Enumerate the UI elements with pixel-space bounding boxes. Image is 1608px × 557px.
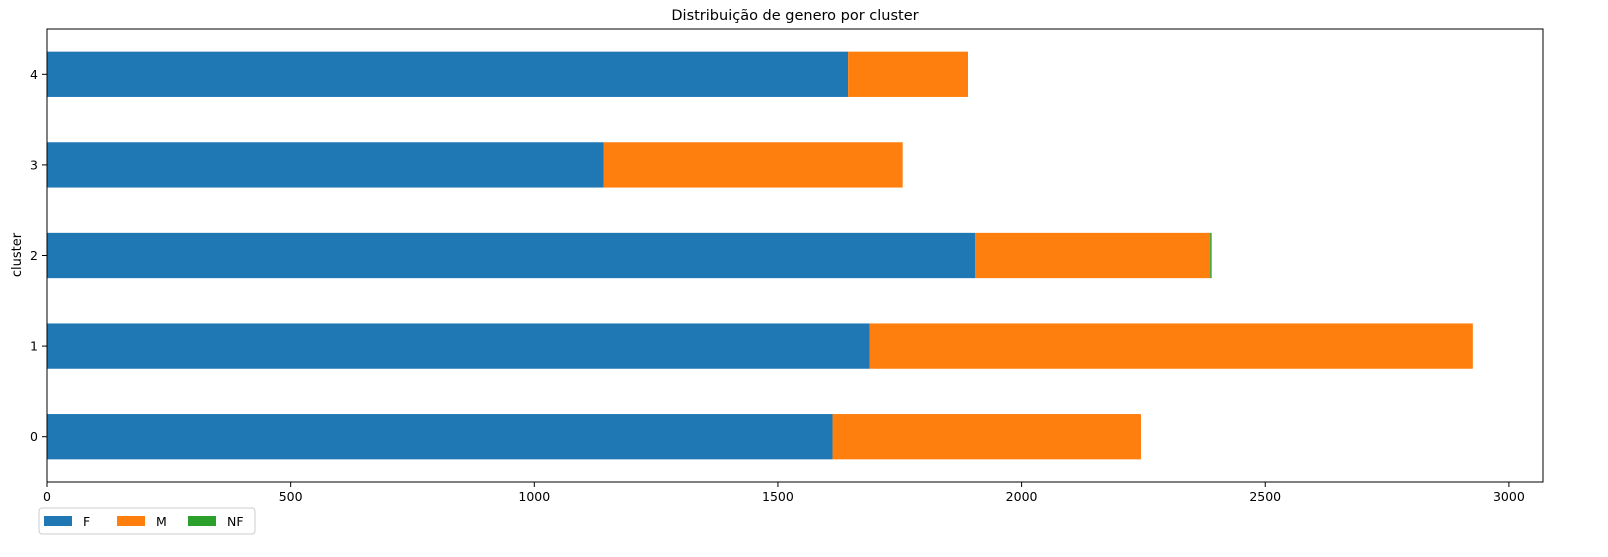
bar-m-cluster-1	[869, 323, 1473, 369]
x-tick-label: 2000	[1006, 489, 1038, 504]
legend-label-nf: NF	[227, 514, 244, 529]
bar-f-cluster-1	[47, 323, 870, 369]
y-tick-label: 4	[30, 67, 38, 82]
bar-m-cluster-0	[832, 414, 1141, 460]
bar-f-cluster-2	[47, 232, 976, 279]
y-axis-label: cluster	[10, 232, 25, 277]
x-tick-label: 0	[43, 489, 51, 504]
bar-nf-cluster-2	[1210, 232, 1212, 279]
x-tick-label: 1000	[518, 489, 550, 504]
legend-swatch-nf	[188, 516, 216, 526]
bar-m-cluster-3	[603, 142, 903, 188]
chart-title: Distribuição de genero por cluster	[671, 8, 918, 24]
y-tick-label: 2	[30, 248, 38, 263]
x-tick-label: 1500	[762, 489, 794, 504]
bar-m-cluster-4	[848, 51, 968, 97]
legend-label-f: F	[83, 514, 90, 529]
bar-f-cluster-0	[47, 414, 833, 460]
bar-f-cluster-3	[47, 142, 604, 188]
bar-m-cluster-2	[975, 232, 1211, 279]
y-tick-label: 0	[30, 429, 38, 444]
x-tick-label: 500	[279, 489, 303, 504]
legend-swatch-m	[117, 516, 145, 526]
bars-group	[47, 51, 1473, 460]
x-tick-label: 2500	[1249, 489, 1281, 504]
x-tick-label: 3000	[1493, 489, 1525, 504]
legend-swatch-f	[44, 516, 72, 526]
legend-frame	[38, 507, 256, 535]
x-axis-ticks: 0 500 1000 1500 2000 2500 3000	[43, 482, 1525, 504]
y-axis-ticks: 0 1 2 3 4	[30, 67, 47, 444]
y-tick-label: 1	[30, 339, 38, 354]
bar-f-cluster-4	[47, 51, 849, 97]
y-tick-label: 3	[30, 157, 38, 172]
legend: F M NF	[38, 507, 256, 535]
legend-label-m: M	[156, 514, 167, 529]
